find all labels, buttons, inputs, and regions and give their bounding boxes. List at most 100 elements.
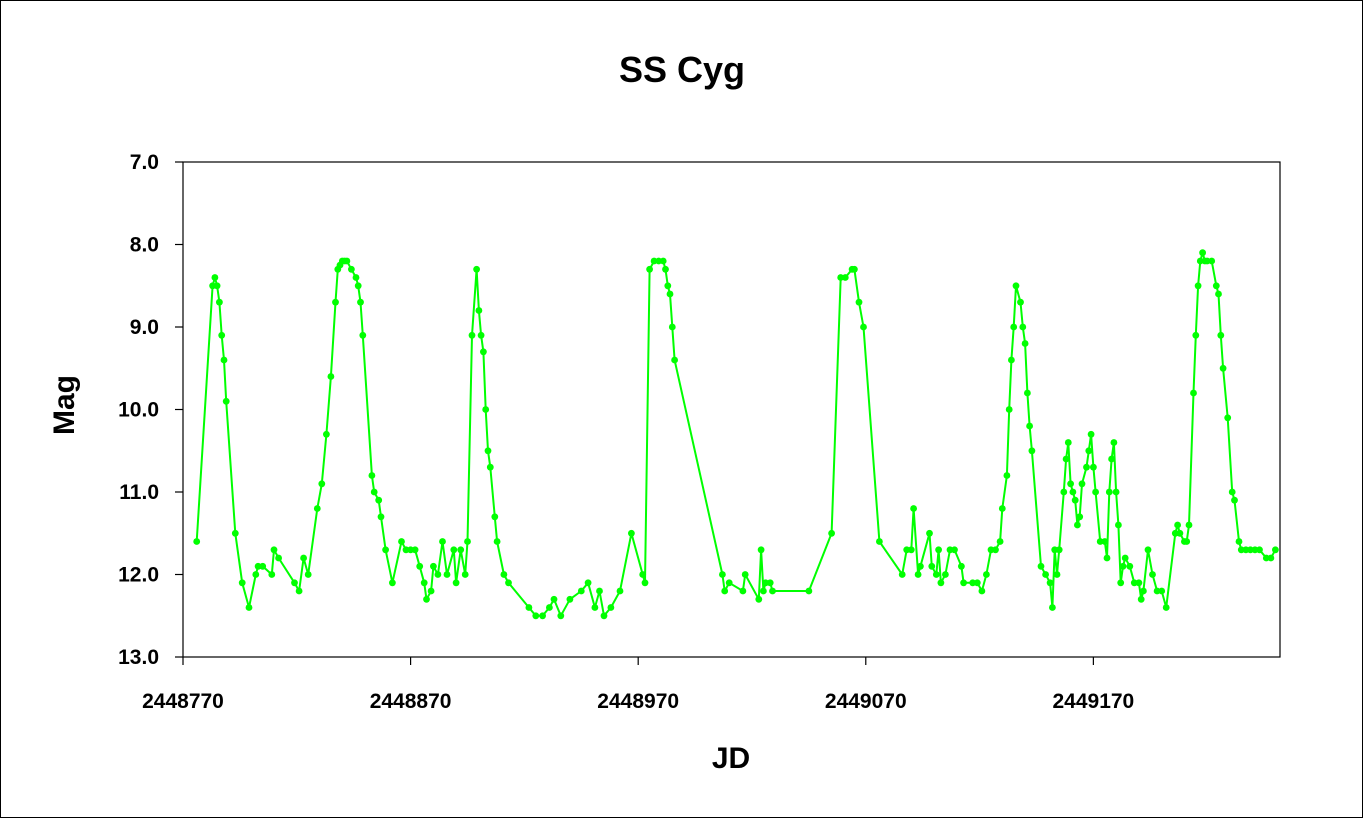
data-point xyxy=(596,587,603,595)
data-point xyxy=(628,529,635,537)
data-point xyxy=(721,587,729,595)
data-point xyxy=(475,307,483,314)
data-point xyxy=(370,488,378,496)
data-point xyxy=(992,546,999,554)
data-point xyxy=(1158,587,1166,595)
data-point xyxy=(1064,439,1072,446)
data-point xyxy=(1267,554,1275,562)
data-point xyxy=(546,604,553,611)
y-tick-label: 13.0 xyxy=(118,646,159,669)
data-point xyxy=(304,571,312,578)
data-point xyxy=(313,505,321,512)
data-point xyxy=(1185,521,1193,529)
data-point xyxy=(978,587,986,595)
data-point xyxy=(1074,521,1081,529)
y-tick-label: 8.0 xyxy=(130,234,159,257)
data-point xyxy=(1176,529,1184,537)
data-point xyxy=(1078,480,1086,488)
data-point xyxy=(1192,331,1200,339)
data-point xyxy=(1231,496,1238,504)
data-point xyxy=(591,604,599,611)
data-point xyxy=(486,463,494,471)
data-point xyxy=(1190,389,1197,397)
data-point xyxy=(1256,546,1263,554)
data-point xyxy=(1008,356,1015,364)
y-axis-title: Mag xyxy=(48,375,81,435)
data-point xyxy=(958,562,965,570)
data-point xyxy=(443,571,451,578)
data-point xyxy=(430,562,437,570)
data-point xyxy=(211,274,219,281)
data-point xyxy=(318,480,326,488)
data-point xyxy=(1149,571,1156,578)
y-tick-label: 11.0 xyxy=(119,481,159,504)
data-point xyxy=(671,356,678,364)
data-point xyxy=(500,571,508,578)
data-point xyxy=(937,579,945,587)
data-point xyxy=(231,529,239,537)
data-point xyxy=(220,356,228,364)
data-point xyxy=(664,282,672,290)
data-point xyxy=(480,348,487,356)
data-point xyxy=(1101,538,1109,545)
data-point xyxy=(1135,579,1143,587)
data-point xyxy=(382,546,389,554)
data-point xyxy=(1121,554,1129,562)
data-point xyxy=(898,571,906,578)
data-point xyxy=(998,505,1006,512)
x-tick-label: 2448970 xyxy=(597,690,679,713)
y-tick-label: 10.0 xyxy=(118,399,159,422)
data-point xyxy=(332,298,339,306)
y-tick-label: 7.0 xyxy=(130,151,159,174)
data-point xyxy=(291,579,298,587)
data-point xyxy=(719,571,726,578)
data-point xyxy=(907,546,915,554)
data-point xyxy=(368,472,376,479)
x-tick-label: 2449070 xyxy=(825,690,907,713)
data-point xyxy=(1126,562,1134,570)
data-point xyxy=(295,587,303,595)
data-point xyxy=(584,579,592,587)
data-point xyxy=(473,265,480,273)
data-point xyxy=(1119,562,1127,570)
data-point xyxy=(1003,472,1011,479)
data-series xyxy=(193,249,1279,620)
data-point xyxy=(855,298,863,306)
data-point xyxy=(766,579,774,587)
data-point xyxy=(616,587,624,595)
x-tick-label: 2448770 xyxy=(142,690,224,713)
data-point xyxy=(1069,488,1077,496)
data-point xyxy=(755,595,763,603)
data-point xyxy=(973,579,981,587)
data-point xyxy=(942,571,949,578)
data-point xyxy=(1087,430,1095,438)
data-point xyxy=(482,406,490,413)
data-point xyxy=(238,579,246,587)
data-point xyxy=(218,331,226,339)
data-point xyxy=(566,595,574,603)
data-point xyxy=(1115,521,1122,529)
data-point xyxy=(741,571,749,578)
data-point xyxy=(1162,604,1170,611)
data-point xyxy=(557,612,565,620)
data-point xyxy=(1062,455,1070,463)
data-point xyxy=(841,274,849,281)
data-point xyxy=(926,529,933,537)
data-point xyxy=(259,562,267,570)
data-point xyxy=(343,257,351,265)
data-point xyxy=(1174,521,1181,529)
data-point xyxy=(646,265,653,273)
data-point xyxy=(550,595,558,603)
data-point xyxy=(1183,538,1191,545)
data-point xyxy=(539,612,546,620)
data-point xyxy=(914,571,922,578)
data-point xyxy=(996,538,1004,545)
data-point xyxy=(457,546,465,554)
data-point xyxy=(639,571,647,578)
data-point xyxy=(1199,249,1206,257)
data-point xyxy=(960,579,967,587)
data-point xyxy=(1140,587,1147,595)
data-point xyxy=(1026,422,1033,430)
data-point xyxy=(935,546,942,554)
data-point xyxy=(1049,604,1056,611)
